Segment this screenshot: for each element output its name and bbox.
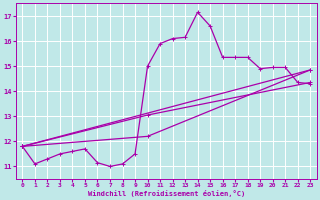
X-axis label: Windchill (Refroidissement éolien,°C): Windchill (Refroidissement éolien,°C) <box>88 190 245 197</box>
